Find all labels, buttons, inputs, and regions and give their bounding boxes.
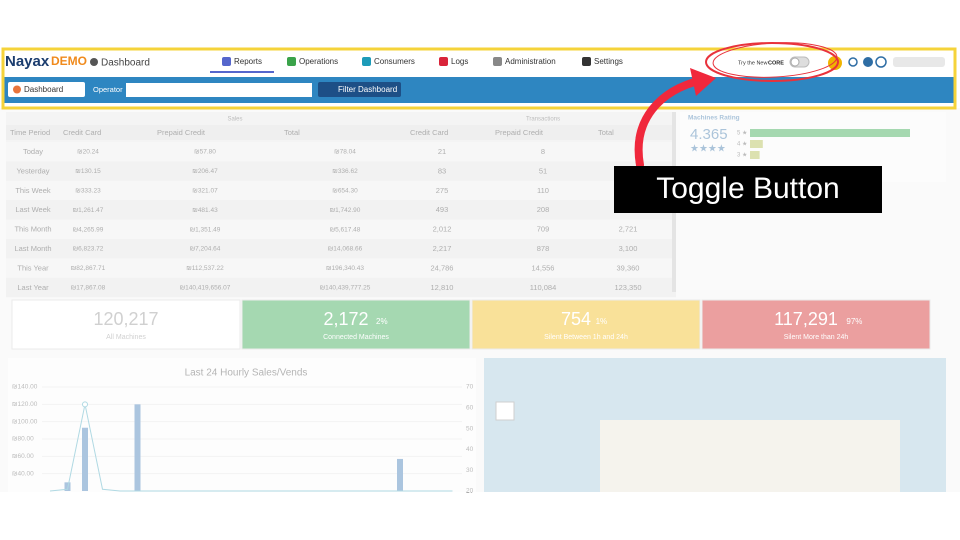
- try-new: Try the New: [738, 60, 767, 66]
- page-name: Dashboard: [101, 58, 150, 69]
- brand: Nayax: [5, 53, 50, 70]
- nav-item[interactable]: Logs: [451, 57, 468, 66]
- annotation-arrowhead: [690, 68, 716, 96]
- annotation-label: Toggle Button: [656, 172, 839, 205]
- highlight-ellipse-2: [712, 42, 838, 78]
- annotation-box: [614, 166, 882, 213]
- status-dot: [90, 58, 98, 66]
- nav-icon: [439, 57, 448, 66]
- filter-button[interactable]: [318, 82, 401, 97]
- nav-icon: [493, 57, 502, 66]
- nav-icon: [362, 57, 371, 66]
- search-icon[interactable]: [848, 57, 858, 67]
- nav-icon: [287, 57, 296, 66]
- dashboard-button: Dashboard: [24, 85, 63, 94]
- core-label: CORE: [768, 60, 784, 66]
- dashboard-icon: [13, 85, 21, 94]
- brand-suffix: DEMO: [51, 54, 87, 68]
- operator-input[interactable]: [126, 83, 312, 97]
- dashboard-select[interactable]: [8, 82, 85, 97]
- clock-icon[interactable]: [875, 56, 887, 68]
- nav-icon: [582, 57, 591, 66]
- nav-item[interactable]: Consumers: [374, 57, 415, 66]
- user-name: [893, 57, 945, 67]
- nav-item[interactable]: Settings: [594, 57, 623, 66]
- nav-item[interactable]: Reports: [234, 57, 262, 66]
- filter-button-label: Filter Dashboard: [338, 85, 397, 94]
- nav-item[interactable]: Operations: [299, 57, 338, 66]
- annotation-arrow: [634, 76, 706, 169]
- core-toggle-knob: [790, 57, 800, 67]
- highlight-frame: [1, 47, 957, 110]
- globe-icon[interactable]: [863, 57, 873, 67]
- nav-item[interactable]: Administration: [505, 57, 556, 66]
- nav-icon: [222, 57, 231, 66]
- operator-label: Operator: [93, 85, 123, 94]
- fade-overlay: [0, 108, 960, 492]
